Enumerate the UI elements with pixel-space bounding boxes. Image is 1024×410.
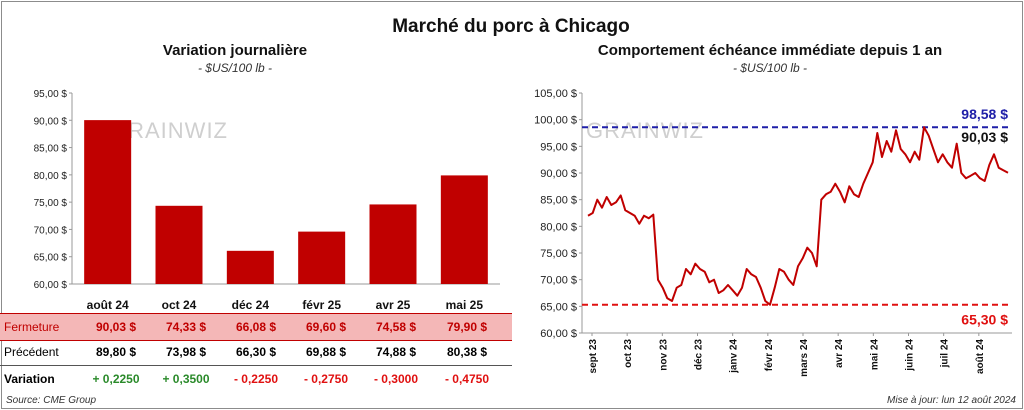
right-chart-unit: - $US/100 lb - [732, 61, 808, 75]
right-x-tick-label: juin 24 [905, 339, 916, 372]
right-x-tick-label: oct 23 [623, 339, 634, 368]
right-x-tick-label: janv 24 [729, 339, 740, 374]
high-label: 98,58 $ [961, 106, 1008, 122]
right-chart-title: Comportement échéance immédiate depuis 1… [597, 42, 943, 59]
source-note: Source: CME Group [6, 395, 97, 406]
left-chart-unit: - $US/100 lb - [197, 61, 273, 75]
row-previous: Précédent 89,80 $ 73,98 $ 66,30 $ 69,88 $ 74,… [0, 339, 512, 365]
left-y-tick-label: 75,00 $ [34, 198, 68, 209]
bar-avr-25 [369, 204, 417, 284]
bar-déc-24 [226, 250, 274, 284]
table-cell: 89,80 $ [95, 345, 137, 359]
table-cell: + 0,2250 [92, 372, 140, 386]
watermark-logo-right: GRAINWIZ [586, 118, 704, 143]
table-cell: 73,98 $ [165, 345, 207, 359]
right-y-tick-label: 60,00 $ [540, 328, 577, 340]
table-cell: 66,30 $ [235, 345, 277, 359]
last-price-label: 90,03 $ [961, 129, 1008, 145]
row-label: Variation [4, 372, 55, 386]
table-cell: 69,60 $ [305, 320, 347, 334]
table-cell: - 0,3000 [373, 372, 419, 386]
table-cell: 66,08 $ [235, 320, 277, 334]
bar-mai-25 [440, 175, 488, 284]
right-y-tick-label: 65,00 $ [540, 301, 577, 313]
left-x-tick-label: août 24 [87, 298, 129, 312]
table-cell: - 0,4750 [444, 372, 490, 386]
left-y-tick-label: 60,00 $ [34, 280, 68, 291]
left-x-tick-label: oct 24 [162, 298, 197, 312]
table-cell: 69,88 $ [305, 345, 347, 359]
left-x-tick-label: mai 25 [446, 298, 484, 312]
right-x-tick-label: avr 24 [834, 339, 845, 368]
table-cell: - 0,2750 [303, 372, 349, 386]
table-cell: 79,90 $ [446, 320, 488, 334]
right-x-tick-label: mars 24 [799, 339, 810, 377]
right-x-tick-label: déc 23 [694, 339, 705, 371]
right-x-tick-label: juil 24 [940, 339, 951, 369]
right-y-tick-label: 100,00 $ [534, 115, 577, 127]
left-y-tick-label: 85,00 $ [34, 144, 68, 155]
price-series-line [587, 126, 1009, 306]
left-y-tick-label: 90,00 $ [34, 116, 68, 127]
right-y-tick-label: 105,00 $ [534, 88, 577, 100]
left-x-tick-label: déc 24 [232, 298, 270, 312]
row-closing: Fermeture 90,03 $ 74,33 $ 66,08 $ 69,60 $ 74,… [0, 313, 512, 341]
bar-oct-24 [155, 205, 203, 284]
right-y-tick-label: 75,00 $ [540, 248, 577, 260]
update-note: Mise à jour: lun 12 août 2024 [887, 395, 1016, 406]
left-y-tick-label: 70,00 $ [34, 225, 68, 236]
right-x-tick-label: févr 24 [764, 339, 775, 372]
table-cell: 90,03 $ [95, 320, 137, 334]
right-y-tick-label: 95,00 $ [540, 141, 577, 153]
left-y-tick-label: 65,00 $ [34, 253, 68, 264]
left-x-tick-label: avr 25 [376, 298, 411, 312]
right-x-tick-label: sept 23 [588, 339, 599, 374]
table-cell: - 0,2250 [233, 372, 279, 386]
right-y-tick-label: 70,00 $ [540, 275, 577, 287]
table-cell: 74,33 $ [165, 320, 207, 334]
right-x-tick-label: mai 24 [869, 339, 880, 371]
bar-févr-25 [298, 231, 346, 284]
low-label: 65,30 $ [961, 312, 1008, 328]
row-change: Variation + 0,2250 + 0,3500 - 0,2250 - 0,275… [0, 365, 512, 392]
right-y-tick-label: 80,00 $ [540, 221, 577, 233]
table-cell: 74,88 $ [375, 345, 417, 359]
right-x-tick-label: août 24 [975, 339, 986, 374]
main-title: Marché du porc à Chicago [392, 16, 630, 37]
left-y-tick-label: 80,00 $ [34, 171, 68, 182]
right-y-tick-label: 90,00 $ [540, 168, 577, 180]
left-y-tick-label: 95,00 $ [34, 89, 68, 100]
bar-août-24 [84, 120, 132, 284]
row-label: Fermeture [4, 320, 60, 334]
table-cell: 74,58 $ [375, 320, 417, 334]
table-cell: + 0,3500 [162, 372, 210, 386]
right-x-tick-label: nov 23 [658, 339, 669, 371]
table-cell: 80,38 $ [446, 345, 488, 359]
left-x-tick-label: févr 25 [302, 298, 341, 312]
left-chart-title: Variation journalière [162, 42, 308, 59]
row-label: Précédent [4, 345, 59, 359]
right-y-tick-label: 85,00 $ [540, 195, 577, 207]
